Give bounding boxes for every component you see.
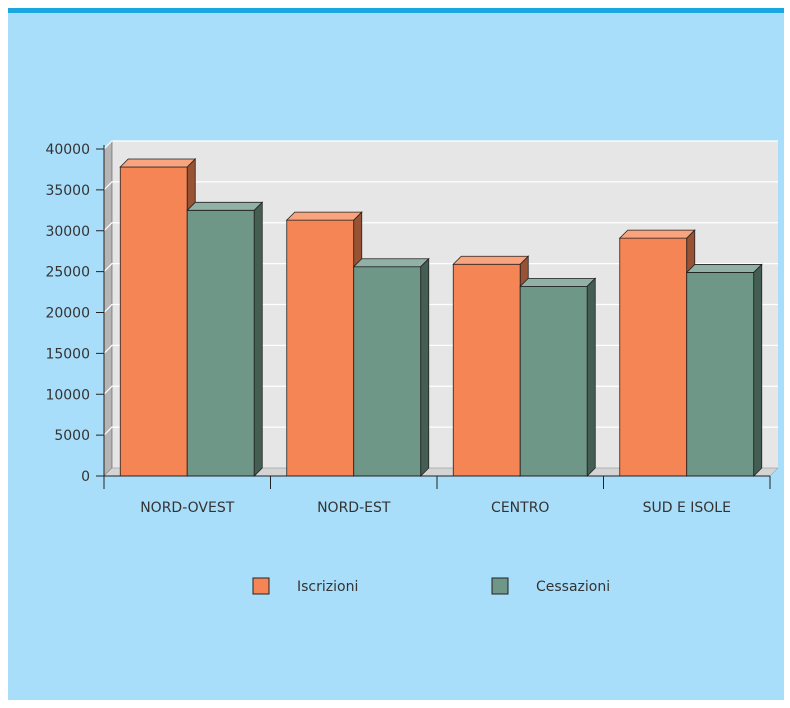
bar-top [685, 264, 763, 273]
legend-swatch [252, 577, 270, 595]
x-tick-label: CENTRO [491, 500, 549, 516]
legend-label: Cessazioni [536, 579, 610, 595]
legend-label: Iscrizioni [297, 579, 358, 595]
gridline [103, 140, 778, 150]
bar [186, 201, 264, 477]
y-tick-label: 20000 [45, 306, 90, 322]
bar [685, 263, 763, 477]
x-tick-label: NORD-OVEST [140, 500, 235, 516]
bar-top [618, 229, 696, 239]
gridline [103, 263, 778, 273]
bar-front [686, 272, 755, 477]
axes: 0 5000 10000 15000 20000 25000 30000 35000 40000… [45, 142, 771, 516]
bars [119, 158, 763, 477]
y-tick-label: 0 [81, 469, 90, 485]
bar-top [285, 211, 363, 221]
bar-side [753, 263, 763, 477]
bar-top [119, 158, 197, 168]
bar-front [186, 209, 255, 477]
legend: Iscrizioni Cessazioni [252, 577, 610, 595]
y-tick-label: 5000 [54, 428, 90, 444]
y-tick-label: 35000 [45, 183, 90, 199]
bar-front [452, 263, 521, 477]
gridline [103, 181, 778, 191]
bar-front [119, 166, 188, 477]
bar-front [619, 237, 688, 477]
bar-top [186, 201, 264, 211]
bar-top [352, 258, 430, 268]
bar-front [286, 219, 355, 477]
bar-front [353, 266, 422, 477]
y-tick-label: 40000 [45, 142, 90, 158]
bar [452, 255, 530, 477]
bar-side [586, 277, 596, 477]
y-tick-label: 30000 [45, 224, 90, 240]
gridline [103, 222, 778, 232]
y-tick-label: 15000 [45, 346, 90, 362]
legend-swatch [491, 577, 509, 595]
bar [618, 229, 696, 477]
bar [352, 257, 430, 477]
x-tick-label: NORD-EST [317, 500, 391, 516]
y-tick-label: 25000 [45, 265, 90, 281]
bar [285, 211, 363, 477]
bar-side [253, 201, 263, 477]
bar-side [420, 257, 430, 477]
bar [119, 158, 197, 477]
bar-top [519, 277, 597, 287]
bar-front [519, 285, 588, 477]
x-tick-label: SUD E ISOLE [643, 500, 731, 516]
bar [519, 277, 597, 477]
y-tick-label: 10000 [45, 387, 90, 403]
bar-top [452, 255, 530, 265]
